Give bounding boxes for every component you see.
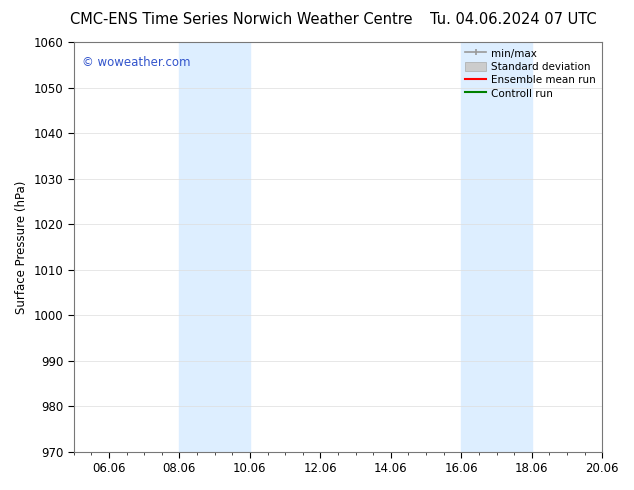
Legend: min/max, Standard deviation, Ensemble mean run, Controll run: min/max, Standard deviation, Ensemble me… [461,44,600,103]
Text: CMC-ENS Time Series Norwich Weather Centre: CMC-ENS Time Series Norwich Weather Cent… [70,12,412,27]
Y-axis label: Surface Pressure (hPa): Surface Pressure (hPa) [15,180,28,314]
Text: © woweather.com: © woweather.com [82,56,190,70]
Text: Tu. 04.06.2024 07 UTC: Tu. 04.06.2024 07 UTC [430,12,597,27]
Bar [179,42,250,452]
Bar [462,42,532,452]
